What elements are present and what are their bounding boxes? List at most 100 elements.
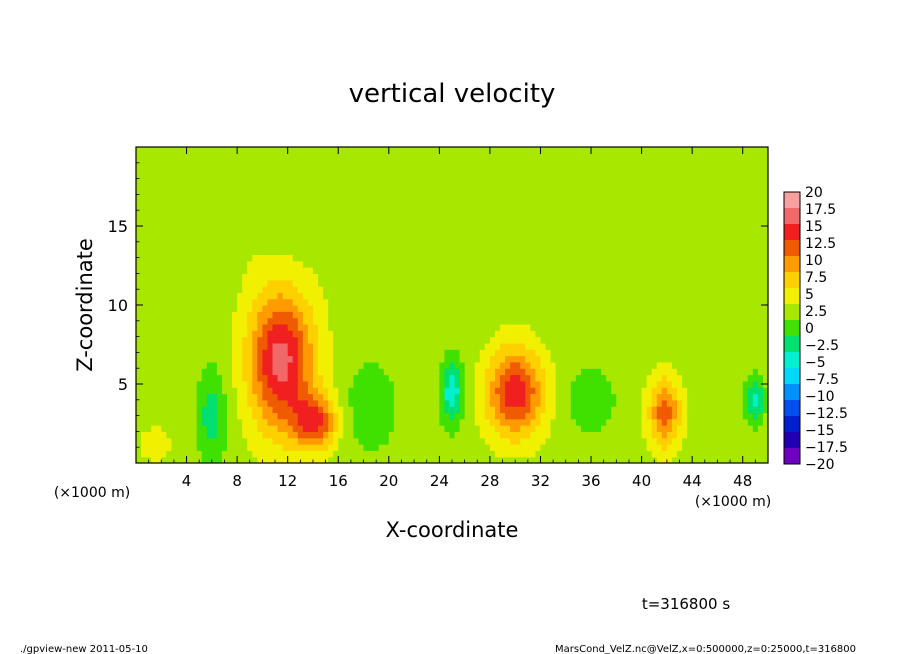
- heatmap-cell: [338, 172, 344, 180]
- heatmap-cell: [338, 286, 344, 293]
- heatmap-cell: [419, 286, 425, 293]
- heatmap-cell: [176, 330, 183, 338]
- heatmap-cell: [414, 153, 420, 161]
- heatmap-cell: [515, 235, 521, 243]
- heatmap-cell: [186, 286, 193, 293]
- heatmap-cell: [333, 279, 339, 287]
- heatmap-cell: [606, 323, 612, 331]
- heatmap-cell: [419, 241, 425, 249]
- heatmap-cell: [353, 425, 360, 432]
- heatmap-cell: [535, 450, 542, 458]
- heatmap-cell: [424, 178, 430, 186]
- heatmap-cell: [206, 241, 213, 249]
- heatmap-cell: [247, 361, 253, 369]
- heatmap-cell: [232, 305, 238, 312]
- heatmap-cell: [282, 406, 289, 414]
- heatmap-cell: [535, 330, 542, 338]
- heatmap-cell: [601, 241, 607, 249]
- heatmap-cell: [575, 317, 582, 325]
- heatmap-cell: [611, 292, 617, 300]
- heatmap-cell: [454, 311, 461, 319]
- heatmap-cell: [631, 203, 638, 211]
- heatmap-cell: [489, 298, 496, 306]
- heatmap-cell: [575, 153, 582, 161]
- heatmap-cell: [247, 399, 253, 407]
- heatmap-cell: [500, 431, 506, 439]
- heatmap-cell: [414, 178, 420, 186]
- heatmap-cell: [596, 222, 602, 230]
- heatmap-cell: [500, 197, 506, 205]
- heatmap-cell: [484, 425, 491, 432]
- heatmap-cell: [166, 425, 172, 432]
- heatmap-cell: [343, 355, 349, 363]
- heatmap-cell: [221, 361, 228, 369]
- heatmap-cell: [580, 216, 587, 224]
- heatmap-cell: [520, 305, 526, 312]
- heatmap-cell: [176, 456, 183, 463]
- heatmap-cell: [353, 216, 360, 224]
- heatmap-cell: [439, 393, 446, 401]
- heatmap-cell: [171, 368, 178, 376]
- heatmap-cell: [535, 298, 542, 306]
- heatmap-cell: [575, 254, 582, 262]
- heatmap-cell: [166, 159, 172, 167]
- heatmap-cell: [585, 191, 592, 199]
- heatmap-cell: [601, 273, 607, 281]
- heatmap-cell: [439, 248, 446, 256]
- heatmap-cell: [631, 317, 638, 325]
- heatmap-cell: [383, 222, 390, 230]
- heatmap-cell: [146, 444, 152, 451]
- heatmap-cell: [277, 222, 284, 230]
- heatmap-cell: [540, 450, 547, 458]
- heatmap-cell: [383, 178, 390, 186]
- heatmap-cell: [227, 286, 233, 293]
- heatmap-cell: [484, 153, 491, 161]
- heatmap-cell: [307, 305, 314, 312]
- heatmap-cell: [363, 197, 370, 205]
- heatmap-cell: [469, 393, 476, 401]
- heatmap-cell: [555, 412, 562, 420]
- heatmap-cell: [312, 437, 319, 445]
- heatmap-cell: [211, 248, 218, 256]
- heatmap-cell: [621, 165, 628, 173]
- heatmap-cell: [393, 254, 400, 262]
- heatmap-cell: [348, 172, 355, 180]
- heatmap-cell: [479, 431, 486, 439]
- heatmap-cell: [343, 393, 349, 401]
- heatmap-cell: [378, 147, 385, 154]
- heatmap-cell: [636, 330, 643, 338]
- heatmap-cell: [297, 412, 304, 420]
- heatmap-cell: [378, 399, 385, 407]
- heatmap-cell: [328, 336, 334, 344]
- heatmap-cell: [449, 374, 456, 382]
- heatmap-cell: [459, 267, 466, 274]
- heatmap-cell: [171, 147, 178, 154]
- heatmap-cell: [550, 286, 557, 293]
- heatmap-cell: [151, 399, 157, 407]
- heatmap-cell: [626, 222, 633, 230]
- heatmap-cell: [545, 349, 552, 357]
- heatmap-cell: [333, 203, 339, 211]
- heatmap-cell: [535, 273, 542, 281]
- heatmap-cell: [510, 273, 516, 281]
- heatmap-cell: [247, 418, 253, 426]
- heatmap-cell: [393, 191, 400, 199]
- heatmap-cell: [262, 178, 269, 186]
- heatmap-cell: [181, 399, 188, 407]
- heatmap-cell: [601, 153, 607, 161]
- heatmap-cell: [494, 267, 501, 274]
- heatmap-cell: [530, 406, 537, 414]
- heatmap-cell: [611, 399, 617, 407]
- heatmap-cell: [247, 235, 253, 243]
- heatmap-cell: [166, 216, 172, 224]
- heatmap-cell: [403, 456, 410, 463]
- heatmap-cell: [292, 229, 299, 237]
- heatmap-cell: [151, 191, 157, 199]
- heatmap-cell: [575, 368, 582, 376]
- heatmap-cell: [550, 393, 557, 401]
- heatmap-cell: [201, 444, 208, 451]
- heatmap-cell: [136, 437, 142, 445]
- heatmap-cell: [403, 153, 410, 161]
- heatmap-cell: [282, 197, 289, 205]
- heatmap-cell: [318, 393, 324, 401]
